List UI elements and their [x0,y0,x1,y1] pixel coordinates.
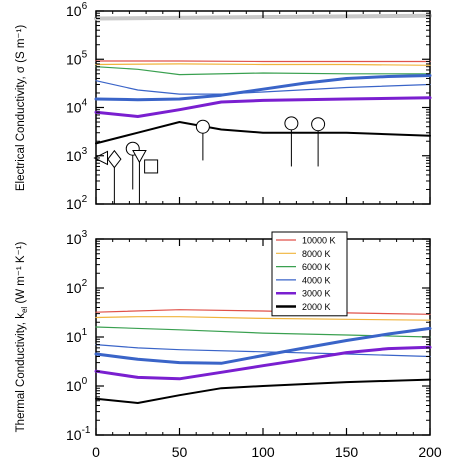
bottom-plot-frame [95,238,431,436]
legend-label: 8000 K [302,249,331,259]
y-tick-label: 104 [66,98,88,116]
y-tick-label: 101 [66,327,88,345]
top-panel: 102 103 104 105 106 Electrical Conductivity,… [15,1,432,212]
marker-circle [195,119,210,134]
series-line-2000k [95,121,431,145]
series-line-3000k [94,96,432,118]
legend-label: 3000 K [302,289,331,299]
x-tick-label: 50 [172,444,188,460]
x-tick-label: 0 [92,444,100,460]
y-tick-label: 105 [66,49,88,67]
series-line-10000k [95,309,431,315]
marker-square [144,159,159,174]
y-tick-label: 100 [66,376,88,394]
bottom-y-axis: 10-1 100 101 102 103 [66,229,430,443]
legend-label: 6000 K [302,262,331,272]
y-tick-label: 106 [66,1,88,19]
series-line-10000k [95,60,431,63]
bottom-y-axis-title: Thermal Conductivity, kel (W m⁻¹ K⁻¹) [15,241,29,432]
x-tick-label: 200 [418,444,442,460]
series-line-4000k [95,344,431,358]
y-tick-label: 103 [66,229,88,247]
bottom-series-group [94,309,432,404]
top-y-axis: 102 103 104 105 106 [66,1,431,212]
legend: 10000 K 8000 K 6000 K 4000 K 3000 K 2000 K [271,231,348,317]
series-line [94,74,432,102]
series-line-4000k [95,80,431,95]
y-tick-label: 102 [66,278,88,296]
top-plot-frame [95,10,431,205]
marker-circle [284,116,299,131]
series-line-6000k [95,66,431,76]
series-line [94,326,432,365]
series-line-3000k [94,345,432,381]
marker-triangle-down [132,150,147,164]
legend-label: 2000 K [302,302,331,312]
y-tick-label: 103 [66,146,88,164]
series-line-2000k [95,378,431,404]
legend-label: 10000 K [302,236,336,246]
series-line-8000k [95,63,431,66]
top-series-group [94,13,432,145]
marker-diamond [107,149,122,169]
top-markers-group [93,116,326,204]
legend-box [271,231,348,317]
series-line-8000k [95,316,431,321]
marker-circle [311,117,326,132]
y-tick-label: 10-1 [66,425,91,443]
marker-triangle-left [93,150,109,166]
x-tick-label: 150 [335,444,359,460]
x-tick-label: 100 [251,444,275,460]
top-y-axis-title: Electrical Conductivity, σ (S m⁻¹) [15,25,27,191]
y-tick-label: 102 [66,194,88,212]
legend-label: 4000 K [302,275,331,285]
bottom-panel: 10-1 100 101 102 103 0 50 100 150 200 10000 K 800… [15,229,442,460]
